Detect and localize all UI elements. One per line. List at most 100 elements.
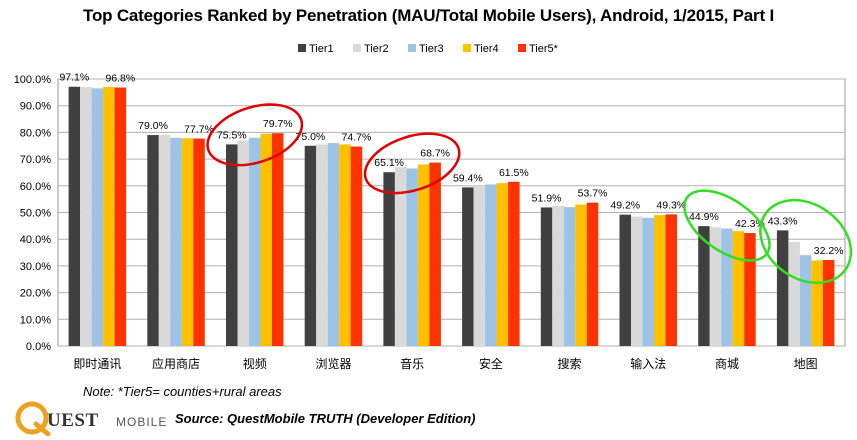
bar-Tier1-8 [698,226,710,346]
bar-Tier3-6 [563,207,576,346]
bar-Tier2-6 [552,205,564,346]
data-label-tier5: 77.7% [184,124,214,136]
bar-Tier4-7 [654,215,666,346]
data-label-tier5: 61.5% [499,167,529,179]
chart-title: Top Categories Ranked by Penetration (MA… [83,6,774,25]
bar-Tier4-9 [811,260,823,346]
bars [68,86,835,347]
bar-Tier4-0 [103,87,115,346]
bar-Tier1-9 [776,230,789,346]
logo-text: UEST [47,410,99,431]
bar-Tier3-5 [485,184,497,346]
data-label-tier5: 42.3% [735,218,765,230]
x-tick-label: 安全 [479,356,503,371]
bar-Tier5-7 [665,214,677,346]
bar-Tier2-9 [788,241,800,346]
bar-Tier2-3 [316,144,328,346]
y-tick-label: 90.0% [20,101,51,113]
x-tick-label: 视频 [243,356,267,371]
source-note: Source: QuestMobile TRUTH (Developer Edi… [175,411,476,426]
data-label-tier1: 44.9% [689,211,719,223]
data-label-tier1: 43.3% [768,215,798,227]
legend-swatch [463,44,471,52]
bar-Tier1-1 [147,135,159,346]
bar-Tier5-4 [429,162,441,346]
y-tick-label: 100.0% [14,74,52,86]
x-tick-label: 即时通讯 [73,357,121,371]
legend-swatch [298,44,306,52]
bar-Tier1-3 [304,145,317,346]
bar-Tier5-9 [822,260,835,346]
bar-Tier5-5 [508,181,520,346]
bar-Tier2-1 [158,135,171,346]
x-tick-label: 浏览器 [315,356,351,371]
y-axis: 0.0% 10.0% 20.0% 30.0% 40.0% 50.0% 60.0% 70.0% 8… [14,74,52,353]
x-tick-label: 地图 [794,357,818,371]
bar-Tier1-0 [68,86,81,347]
x-tick-label: 应用商店 [152,356,200,371]
data-label-tier1: 75.5% [217,129,247,141]
y-tick-label: 50.0% [20,208,51,220]
highlight-ellipse [363,132,461,195]
bar-Tier4-6 [575,204,587,346]
bar-Tier2-8 [709,227,722,346]
data-label-tier5: 96.8% [105,73,135,85]
data-label-tier1: 59.4% [453,172,483,184]
bar-Tier5-6 [586,202,599,346]
logo-subtext: MOBILE [116,415,168,429]
bar-Tier2-2 [237,140,249,346]
bar-Tier4-1 [181,138,194,346]
bar-Tier2-0 [80,87,92,346]
bar-Tier3-7 [642,217,654,346]
bar-Tier4-4 [417,164,430,346]
legend-swatch [353,44,361,52]
bar-Tier2-4 [394,167,407,346]
legend-label: Tier4 [474,43,499,55]
legend-label: Tier5* [529,43,559,55]
legend-label: Tier3 [419,43,444,55]
footnote: Note: *Tier5= counties+rural areas [83,384,282,399]
highlight-ellipse [206,103,304,167]
data-label-tier1: 79.0% [138,120,168,132]
data-label-tier5: 32.2% [814,245,844,257]
bar-Tier3-8 [721,228,733,346]
data-label-tier5: 49.3% [656,199,686,211]
bar-Tier4-2 [260,133,272,346]
y-tick-label: 40.0% [20,234,51,246]
bar-Tier1-2 [226,144,238,346]
bar-Tier4-5 [496,183,509,346]
bar-Tier3-0 [91,88,104,346]
legend-label: Tier1 [309,43,334,55]
data-label-tier1: 51.9% [532,192,562,204]
bar-Tier1-4 [383,172,395,346]
y-tick-label: 0.0% [26,341,51,353]
bar-Tier5-2 [272,133,284,346]
y-tick-label: 10.0% [20,314,51,326]
bar-Tier5-1 [193,138,205,346]
bar-Tier5-8 [744,233,756,346]
y-tick-label: 60.0% [20,181,51,193]
bar-Tier3-1 [170,137,182,346]
x-tick-label: 音乐 [400,356,424,371]
legend: Tier1 Tier2 Tier3 Tier4 Tier5* [298,43,559,55]
logo-q-icon [15,401,49,435]
data-labels: 97.1% 96.8% 79.0% 77.7% 75.5% 79.7%75.0% 74.7%… [59,72,843,257]
legend-swatch [408,44,416,52]
data-label-tier1: 97.1% [59,72,89,84]
bar-Tier2-7 [631,216,643,346]
bar-Tier1-5 [462,187,474,346]
x-tick-label: 输入法 [630,356,666,371]
questmobile-logo [15,401,51,436]
y-tick-label: 70.0% [20,154,51,166]
legend-swatch [518,44,526,52]
bar-Tier5-3 [350,146,363,346]
y-tick-label: 20.0% [20,288,51,300]
highlight-ellipses [206,103,853,285]
data-label-tier1: 65.1% [374,157,404,169]
x-tick-label: 搜索 [558,356,582,371]
bar-Tier3-3 [327,143,340,346]
data-label-tier5: 74.7% [342,132,372,144]
bar-Tier3-4 [406,168,418,346]
data-label-tier1: 75.0% [296,131,326,143]
